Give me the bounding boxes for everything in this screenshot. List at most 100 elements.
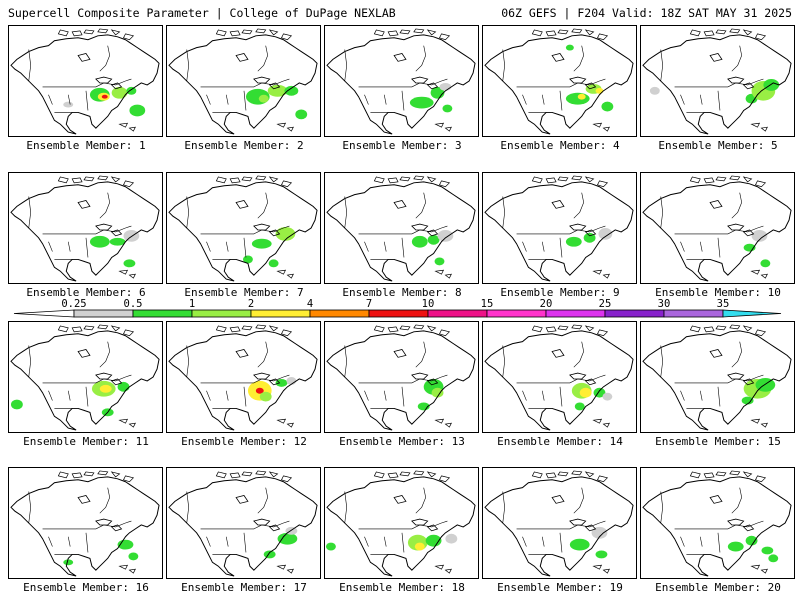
coastline: [77, 53, 123, 90]
coastline: [689, 175, 768, 279]
colorbar-tick-label: 0.25: [61, 298, 86, 310]
north-america-map: [484, 470, 634, 577]
coastline: [642, 330, 792, 431]
ensemble-map-panel: [8, 467, 163, 579]
scp-contour-fill: [411, 235, 428, 248]
scp-contour-fill: [751, 229, 768, 242]
ensemble-map-panel: [640, 25, 795, 137]
political-borders: [660, 192, 764, 260]
ensemble-member-label: Ensemble Member: 1: [26, 139, 146, 152]
coastline: [373, 324, 452, 428]
ensemble-member-label: Ensemble Member: 8: [342, 286, 462, 299]
scp-contour-fill: [649, 86, 660, 95]
coastline: [326, 181, 476, 282]
colorbar-tick-label: 20: [540, 298, 553, 310]
colorbar-swatch: [663, 309, 724, 318]
scp-contour-fill: [414, 542, 425, 551]
ensemble-member-label: Ensemble Member: 15: [655, 435, 781, 448]
colorbar-swatch: [486, 309, 547, 318]
coastline: [551, 495, 597, 532]
scp-contour-fill: [99, 384, 112, 393]
ensemble-member-label: Ensemble Member: 19: [497, 581, 623, 594]
coastline: [168, 34, 318, 135]
colorbar-tick-label: 25: [599, 298, 612, 310]
scp-contour-fill: [89, 235, 110, 248]
colorbar-low-arrow: [13, 309, 75, 318]
scp-contour-fill: [258, 94, 269, 103]
coastline: [531, 28, 610, 132]
coastline: [57, 175, 136, 279]
page-title: Supercell Composite Parameter | College …: [8, 6, 396, 20]
coastline: [215, 28, 294, 132]
ensemble-map-panel: [8, 321, 163, 433]
coastline: [235, 349, 281, 386]
north-america-map: [642, 175, 792, 282]
ensemble-member-label: Ensemble Member: 2: [184, 139, 304, 152]
scp-contour-fill: [577, 93, 586, 100]
coastline: [10, 330, 160, 431]
coastline: [168, 476, 318, 577]
coastline: [77, 349, 123, 386]
scp-contour-fill: [129, 104, 146, 117]
scp-contour-fill: [285, 526, 298, 535]
coastline: [642, 181, 792, 282]
coastline: [326, 330, 476, 431]
political-borders: [660, 45, 764, 113]
coastline: [531, 470, 610, 574]
scp-contour-fill: [763, 79, 780, 91]
coastline: [215, 470, 294, 574]
political-borders: [502, 341, 606, 409]
political-borders: [660, 341, 764, 409]
colorbar-tick-label: 2: [248, 298, 254, 310]
scp-contour-fill: [579, 387, 592, 398]
ensemble-map-panel: [166, 25, 321, 137]
colorbar-tick-label: 4: [307, 298, 313, 310]
scp-contour-fill: [598, 228, 613, 240]
ensemble-map-panel: [482, 172, 637, 284]
ensemble-map-panel: [482, 467, 637, 579]
coastline: [531, 175, 610, 279]
colorbar-swatch: [368, 309, 429, 318]
coastline: [77, 200, 123, 237]
coastline: [484, 330, 634, 431]
coastline: [168, 330, 318, 431]
political-borders: [28, 341, 132, 409]
scp-contour-fill: [275, 227, 296, 241]
ensemble-map-panel: [166, 172, 321, 284]
ensemble-member-label: Ensemble Member: 4: [500, 139, 620, 152]
political-borders: [186, 45, 290, 113]
coastline: [393, 200, 439, 237]
coastline: [484, 476, 634, 577]
coastline: [689, 28, 768, 132]
colorbar-tick-label: 1: [189, 298, 195, 310]
coastline: [393, 349, 439, 386]
north-america-map: [642, 324, 792, 431]
color-legend: 0.25 0.5 1 2 4 7 10 15 20 25 30 35: [0, 296, 800, 324]
scp-contour-fill: [565, 44, 574, 51]
scp-contour-fill: [109, 237, 126, 246]
north-america-map: [484, 324, 634, 431]
ensemble-map-panel: [482, 321, 637, 433]
scp-contour-fill: [123, 229, 140, 242]
scp-contour-fill: [251, 238, 272, 249]
political-borders: [344, 192, 448, 260]
ensemble-member-label: Ensemble Member: 13: [339, 435, 465, 448]
scp-contour-fill: [259, 391, 272, 402]
coastline: [215, 175, 294, 279]
ensemble-map-panel: [324, 467, 479, 579]
ensemble-member-label: Ensemble Member: 10: [655, 286, 781, 299]
coastline: [57, 324, 136, 428]
scp-contour-fill: [123, 259, 136, 268]
colorbar-swatch: [604, 309, 665, 318]
north-america-map: [168, 324, 318, 431]
ensemble-map-panel: [640, 467, 795, 579]
scp-contour-fill: [263, 550, 276, 559]
political-borders: [502, 45, 606, 113]
scp-contour-fill: [761, 546, 774, 555]
coastline: [373, 175, 452, 279]
scp-contour-fill: [437, 229, 454, 242]
colorbar-tick-label: 30: [658, 298, 671, 310]
coastline: [10, 181, 160, 282]
scp-contour-fill: [445, 533, 458, 544]
north-america-map: [326, 324, 476, 431]
